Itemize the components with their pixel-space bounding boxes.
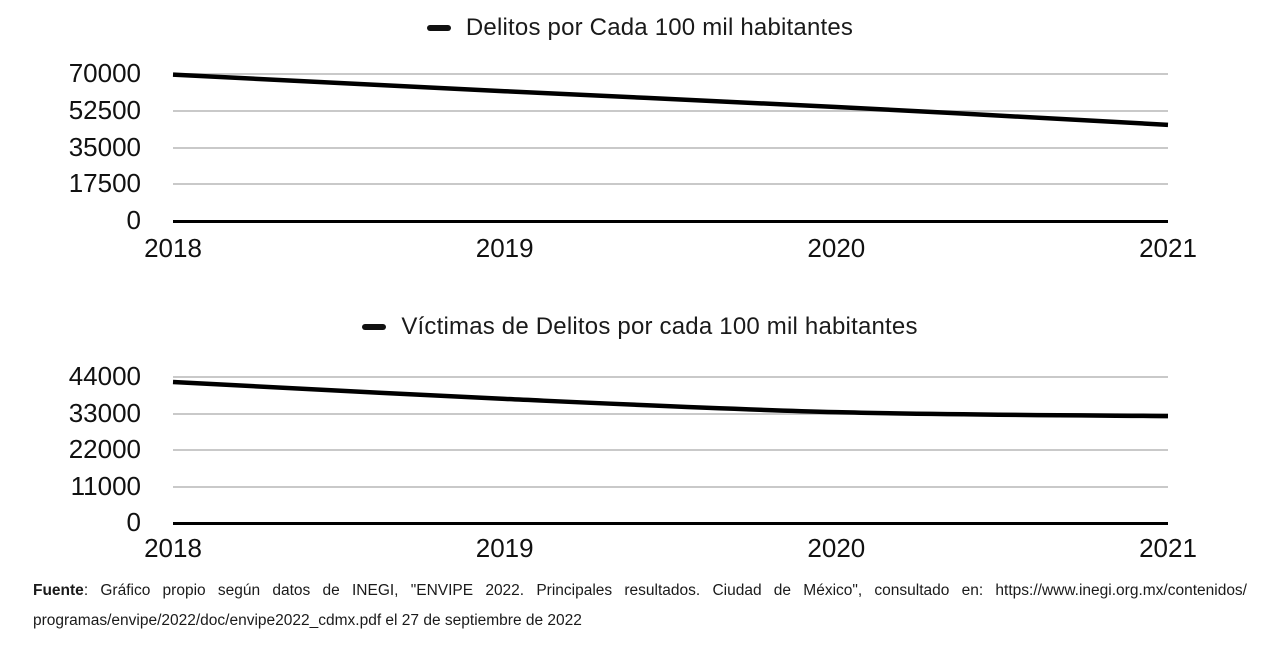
x-tick-label: 2021 xyxy=(1139,233,1197,263)
gridline xyxy=(173,376,1168,378)
plot-area-delitos xyxy=(172,72,1169,223)
x-tick-label: 2020 xyxy=(807,233,866,263)
chart-victimas-legend: Víctimas de Delitos por cada 100 mil hab… xyxy=(0,313,1280,341)
source-note: Fuente: Gráfico propio según datos de IN… xyxy=(33,576,1247,636)
series-line xyxy=(172,379,1169,419)
y-tick-label: 0 xyxy=(126,204,141,235)
x-axis-line xyxy=(173,219,1168,223)
x-tick-label: 2019 xyxy=(475,233,534,263)
series-line xyxy=(172,72,1169,128)
y-tick-label: 44000 xyxy=(68,360,141,391)
gridline xyxy=(173,183,1168,186)
y-tick-label: 17500 xyxy=(68,168,141,199)
gridline xyxy=(173,449,1168,451)
legend-line-swatch-icon xyxy=(362,324,387,330)
chart-delitos-legend: Delitos por Cada 100 mil habitantes xyxy=(0,14,1280,42)
x-tick-label: 2018 xyxy=(144,533,202,563)
gridline xyxy=(173,485,1168,488)
source-note-line2: programas/envipe/2022/doc/envipe2022_cdm… xyxy=(33,612,582,629)
legend-label-delitos: Delitos por Cada 100 mil habitantes xyxy=(465,14,854,41)
plot-area-victimas xyxy=(172,376,1169,525)
gridline xyxy=(173,412,1168,415)
gridline xyxy=(173,109,1168,112)
x-axis-line xyxy=(173,521,1168,525)
source-note-line1: Fuente: Gráfico propio según datos de IN… xyxy=(33,576,1247,606)
legend-line-swatch-icon xyxy=(426,25,451,31)
y-tick-label: 11000 xyxy=(70,470,141,501)
y-tick-label: 22000 xyxy=(68,433,141,464)
legend-label-victimas: Víctimas de Delitos por cada 100 mil hab… xyxy=(401,313,918,340)
gridline xyxy=(173,73,1168,75)
y-tick-label: 33000 xyxy=(68,397,141,428)
y-tick-label: 0 xyxy=(126,506,141,537)
x-tick-label: 2019 xyxy=(475,533,534,563)
x-tick-label: 2021 xyxy=(1139,533,1197,563)
source-text: : Gráfico propio según datos de INEGI, "… xyxy=(83,582,1247,599)
y-tick-label: 52500 xyxy=(68,94,141,125)
source-label: Fuente xyxy=(33,582,84,599)
x-tick-label: 2018 xyxy=(144,233,202,263)
gridline xyxy=(173,146,1168,149)
x-tick-label: 2020 xyxy=(807,533,866,563)
y-tick-label: 35000 xyxy=(68,131,141,162)
y-tick-label: 70000 xyxy=(68,57,141,88)
